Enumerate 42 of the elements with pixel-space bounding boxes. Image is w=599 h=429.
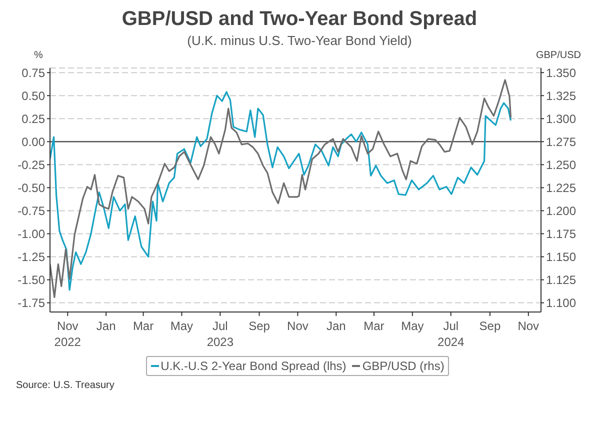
- y2-tick-label: 1.350: [546, 66, 576, 80]
- y-axis-title: %: [34, 50, 43, 61]
- y2-tick-label: 1.250: [546, 158, 576, 172]
- legend-label: U.K.-U.S 2-Year Bond Spread (lhs): [160, 359, 346, 373]
- y2-tick-label: 1.325: [546, 88, 576, 103]
- x-tick-label: Jul 2023: [206, 319, 234, 349]
- y-tick-label: 0.50: [22, 88, 46, 103]
- legend-label: GBP/USD (rhs): [361, 359, 444, 373]
- y-tick-label: 0.75: [22, 66, 46, 80]
- y2-tick-label: 1.175: [546, 226, 576, 241]
- y2-tick-label: 1.150: [546, 250, 576, 264]
- x-tick-label: Jan: [96, 319, 116, 333]
- y-tick-label: -1.00: [18, 226, 46, 241]
- y2-tick-label: 1.275: [546, 134, 576, 149]
- y2-tick-label: 1.200: [546, 204, 576, 218]
- y-tick-label: -1.50: [18, 273, 46, 288]
- x-tick-label: Nov: [287, 319, 308, 333]
- y2-tick-label: 1.225: [546, 180, 576, 195]
- x-tick-label: Jan: [326, 319, 346, 333]
- x-tick-label: Jul 2024: [438, 319, 465, 349]
- y-tick-label: 0.25: [22, 112, 46, 126]
- source-note: Source: U.S. Treasury: [16, 380, 116, 391]
- chart-subtitle: (U.K. minus U.S. Two-Year Bond Yield): [186, 33, 413, 48]
- y-tick-label: -1.25: [18, 250, 46, 264]
- y-tick-label: -0.75: [18, 204, 46, 218]
- y-tick-label: -1.75: [18, 296, 46, 310]
- x-tick-label: Mar: [364, 319, 384, 333]
- x-tick-label: May: [401, 319, 424, 333]
- chart-title: GBP/USD and Two-Year Bond Spread: [120, 8, 478, 31]
- y-tick-label: -0.50: [18, 180, 46, 195]
- x-tick-label: Sep: [248, 319, 270, 333]
- x-tick-label: Mar: [132, 319, 154, 333]
- y-tick-label: -0.25: [18, 158, 46, 172]
- y-tick-label: 0.00: [22, 134, 46, 149]
- x-tick-label: May: [170, 319, 194, 333]
- x-tick-label: Sep: [479, 319, 501, 333]
- y2-tick-label: 1.300: [546, 112, 576, 126]
- x-tick-label: Nov: [518, 319, 540, 333]
- x-tick-label: Nov 2022: [54, 319, 82, 349]
- y2-tick-label: 1.125: [546, 273, 576, 288]
- y2-axis-title: GBP/USD: [536, 50, 581, 61]
- y2-tick-label: 1.100: [546, 296, 576, 310]
